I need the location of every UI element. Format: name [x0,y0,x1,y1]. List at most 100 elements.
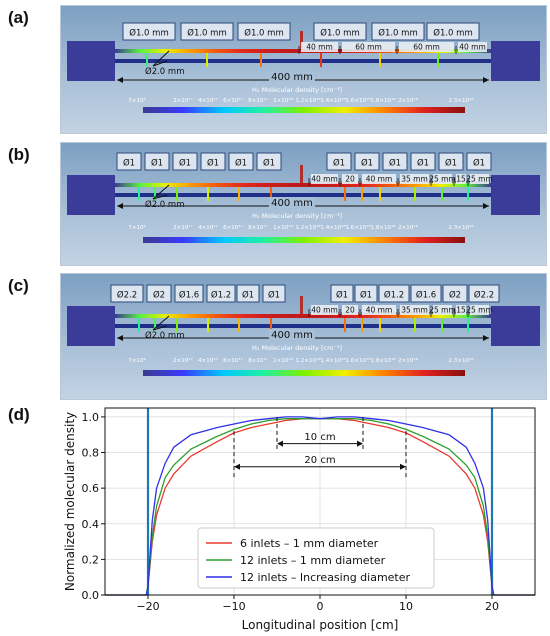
x-tick-label: 20 [485,600,499,613]
central-feed-tube [300,31,303,49]
inlet-diameter-label: Ø1 [207,158,219,169]
tube-upper-wall [115,314,491,318]
inlet-pipe [138,318,140,332]
colorbar-tick-label: 4×10¹⁷ [198,224,218,231]
spacing-label-bg [400,174,429,184]
inlet-diameter-box [110,284,144,303]
inlet-diameter-box [371,22,425,41]
inlet-diameter-label: Ø1 [179,158,191,169]
colorbar-tick-label: 2.3×10¹⁸ [448,224,474,231]
colorbar-tick-label: 2×10¹⁷ [173,97,193,104]
inlet-pipe [379,318,381,332]
length-arrow-left [117,77,123,83]
spacing-label: 35 mm [401,175,428,184]
spacing-label-bg [456,305,466,315]
spacing-label: 40 mm [306,43,333,52]
colorbar [143,237,465,243]
colorbar-tick-label: 1.4×10¹⁸ [320,97,346,104]
colorbar-tick-label: 1.2×10¹⁸ [295,357,321,364]
inlet-diameter-label: Ø1.2 [211,290,231,301]
spacing-label-bg [362,305,396,315]
inlet-diameter-box [172,152,198,171]
inlet-pipe [344,187,346,201]
inlet-pipe [154,318,156,332]
inlet-pipe [270,187,272,201]
spacing-label: 20 [345,306,355,315]
inlet-pipe [441,187,443,201]
simulation-svg: Ø1 Ø1 Ø1 Ø1 Ø1 Ø1 Ø1 Ø1 Ø1 Ø1 Ø1 Ø1 Ø2.0 mm 40 mm 20 40… [67,152,540,243]
spacing-label: 40 mm [366,306,393,315]
inlet-pipe [238,187,240,201]
inlet-diameter-label: Ø1 [242,290,254,301]
colorbar-tick-label: 2×10¹⁸ [398,97,419,104]
colorbar-tick-label: 1×10¹⁸ [273,97,294,104]
colorbar [143,370,465,376]
inlet-diameter-box [144,152,170,171]
length-label: 400 mm [271,198,313,209]
inlet-diameter-box [468,284,500,303]
colorbar-tick-label: 2×10¹⁷ [173,224,193,231]
colorbar [143,107,465,113]
inlet-diameter-box [313,22,367,41]
inlet-pipe [361,187,363,201]
spacing-label: 40 mm [311,306,338,315]
inlet-pipe [154,187,156,201]
legend-entry: 12 inlets – 1 mm diameter [240,554,386,567]
panel-label-d: (d) [8,405,30,424]
y-tick-label: 0.6 [82,482,100,495]
inlet-diameter-box [122,22,176,41]
end-block-left [67,306,115,346]
inlet-diameter-label: Ø2 [449,290,461,301]
inlet-pipe [206,53,208,67]
x-axis-label: Longitudinal position [cm] [242,618,399,632]
colorbar-tick-label: 6×10¹⁷ [223,357,243,364]
colorbar-tick-label: 4×10¹⁷ [198,357,218,364]
colorbar-tick-label: 1.6×10¹⁸ [345,357,371,364]
spacing-label: 15 [456,175,466,184]
spacing-label-bg [433,174,452,184]
inlet-diameter-label: Ø1.0 mm [320,28,359,39]
colorbar-tick-label: 1.8×10¹⁸ [370,224,396,231]
tube-diameter-label: Ø2.0 mm [145,199,184,210]
length-arrow-right [483,203,489,209]
tube-lower-wall [115,193,491,197]
spacing-label: 35 mm [401,306,428,315]
colorbar-tick-label: 7×10⁶ [128,224,146,231]
annotation-arrow-10cm-head [277,440,283,447]
inlet-pipe [176,187,178,201]
spacing-label: 25 mm [466,175,493,184]
spacing-label-bg [342,305,358,315]
tube-diameter-arrow [152,50,170,67]
inlet-diameter-box [236,284,260,303]
x-tick-label: −10 [222,600,245,613]
spacing-label: 60 mm [413,43,440,52]
colorbar-tick-label: 7×10⁶ [128,97,146,104]
y-tick-label: 0.0 [82,589,100,602]
inlet-diameter-box [180,22,234,41]
inlet-diameter-box [330,284,354,303]
colorbar-tick-label: 1×10¹⁸ [273,224,294,231]
annotation-label-20cm: 20 cm [304,455,335,466]
inlet-diameter-label: Ø1.0 mm [433,28,472,39]
end-block-right [491,41,540,81]
spacing-label: 15 [456,306,466,315]
end-block-right [491,175,540,215]
inlet-diameter-box [237,22,291,41]
tube-lower-wall [115,324,491,328]
spacing-label-bg [458,42,487,52]
inlet-diameter-box [256,152,282,171]
simulation-panel-a: Ø1.0 mm Ø1.0 mm Ø1.0 mm Ø1.0 mm Ø1.0 mm Ø1.0 … [60,5,547,134]
inlet-diameter-box [228,152,254,171]
x-tick-label: 10 [399,600,413,613]
inlet-diameter-box [200,152,226,171]
spacing-label-bg [362,174,396,184]
inlet-pipe [441,318,443,332]
inlet-pipe [207,318,209,332]
colorbar-tick-label: 1.2×10¹⁸ [295,97,321,104]
length-label: 400 mm [271,72,313,83]
inlet-diameter-label: Ø1.6 [416,290,436,301]
inlet-diameter-box [146,284,172,303]
inlet-pipe [238,318,240,332]
simulation-panel-b: Ø1 Ø1 Ø1 Ø1 Ø1 Ø1 Ø1 Ø1 Ø1 Ø1 Ø1 Ø1 Ø2.0 mm 40 mm 20 40… [60,142,547,266]
colorbar-tick-label: 2×10¹⁸ [398,224,419,231]
